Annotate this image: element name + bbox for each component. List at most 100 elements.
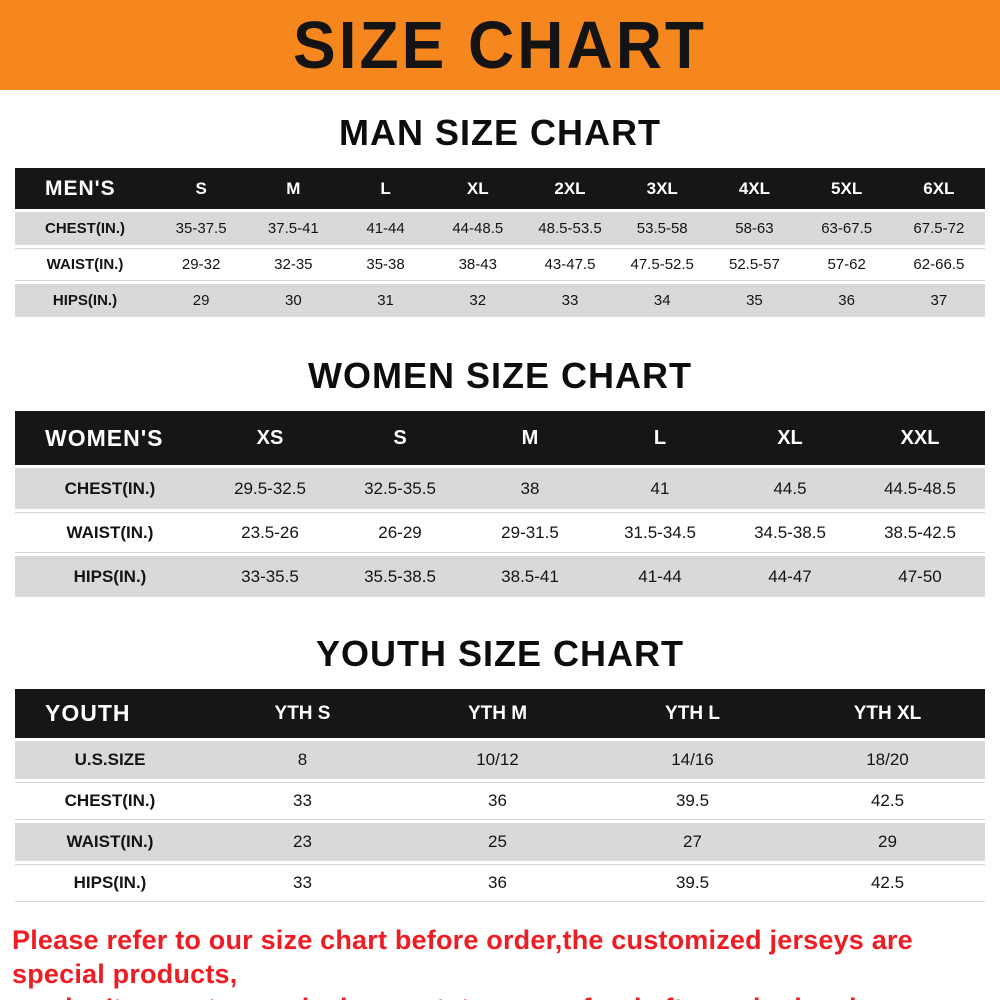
size-cell: 33	[293, 791, 312, 810]
row-label: WAIST(IN.)	[66, 832, 154, 851]
size-cell: 31.5-34.5	[624, 522, 696, 542]
size-cell: XL	[466, 178, 489, 198]
footer-disclaimer-line: Please refer to our size chart before or…	[12, 925, 913, 989]
table-row: CHEST(IN.) 29.5-32.5 32.5-35.5 38 41 44.5 44.5…	[15, 468, 985, 509]
table-row: U.S.SIZE 8 10/12 14/16 18/20	[15, 741, 985, 779]
table-header-row: MEN'S S M L XL 2XL 3XL 4XL 5XL 6XL	[15, 168, 985, 209]
size-cell: 37.5-41	[267, 220, 319, 237]
size-cell: YTH XL	[853, 702, 922, 724]
banner-title: SIZE CHART	[293, 7, 707, 83]
size-cell: 44.5	[773, 478, 807, 498]
size-cell: YTH L	[665, 702, 720, 724]
size-cell: 8	[297, 750, 308, 769]
size-cell: 3XL	[646, 178, 678, 198]
youth-section-heading: YOUTH SIZE CHART	[315, 633, 684, 674]
row-label: CHEST(IN.)	[64, 478, 156, 498]
size-cell: 62-66.5	[913, 256, 965, 273]
size-cell: 38	[520, 478, 540, 498]
size-cell: 47.5-52.5	[630, 256, 694, 273]
size-cell: 4XL	[738, 178, 771, 198]
table-row: WAIST(IN.) 23 25 27 29	[15, 823, 985, 861]
table-row: WAIST(IN.) 29-32 32-35 35-38 38-43 43-47.5 47.…	[15, 248, 985, 281]
size-cell: 63-67.5	[821, 220, 873, 237]
footer-disclaimer-line: we don't accept cancel, change, teturn o…	[12, 992, 990, 1000]
table-row: WAIST(IN.) 23.5-26 26-29 29-31.5 31.5-34.5 34…	[15, 512, 985, 553]
size-cell: 23.5-26	[241, 522, 299, 542]
size-cell: 53.5-58	[636, 220, 688, 237]
size-cell: 32-35	[274, 256, 313, 273]
size-cell: 6XL	[923, 178, 955, 198]
row-label: HIPS(IN.)	[73, 873, 147, 892]
size-cell: 44-48.5	[452, 220, 504, 237]
size-cell: M	[286, 178, 301, 198]
size-cell: 42.5	[870, 873, 905, 892]
men-section-heading: MAN SIZE CHART	[339, 112, 661, 153]
size-cell: 27	[683, 832, 702, 851]
size-cell: 2XL	[554, 178, 586, 198]
size-cell: S	[195, 178, 207, 198]
size-cell: 52.5-57	[728, 256, 780, 273]
size-cell: 39.5	[675, 873, 710, 892]
table-row: HIPS(IN.) 33 36 39.5 42.5	[15, 864, 985, 902]
size-cell: L	[653, 426, 667, 449]
size-cell: 57-62	[827, 256, 866, 273]
size-cell: 67.5-72	[913, 220, 965, 237]
size-cell: 37	[930, 292, 948, 309]
size-cell: 29	[878, 832, 897, 851]
women-size-table: WOMEN'S XS S M L XL XXL CHEST(IN.) 29.5-32.5 32.5…	[15, 411, 985, 597]
table-header-row: WOMEN'S XS S M L XL XXL	[15, 411, 985, 465]
size-cell: 35-37.5	[175, 220, 227, 237]
size-cell: 32	[469, 292, 487, 309]
men-size-table: MEN'S S M L XL 2XL 3XL 4XL 5XL 6XL CHEST(IN.) 35-37…	[15, 168, 985, 317]
size-cell: 41-44	[638, 566, 682, 586]
size-cell: S	[393, 426, 407, 449]
row-label: WAIST(IN.)	[66, 522, 154, 542]
size-cell: 38.5-41	[501, 566, 559, 586]
youth-section: YOUTH SIZE CHART YOUTH YTH S YTH M YTH L YTH…	[0, 633, 1000, 902]
size-cell: 41	[650, 478, 670, 498]
size-cell: 42.5	[870, 791, 905, 810]
footer-disclaimer: Please refer to our size chart before or…	[12, 924, 990, 1000]
size-cell: XL	[777, 426, 803, 449]
table-header-row: YOUTH YTH S YTH M YTH L YTH XL	[15, 689, 985, 738]
size-cell: 39.5	[675, 791, 710, 810]
size-cell: 33-35.5	[241, 566, 299, 586]
size-cell: 35.5-38.5	[364, 566, 436, 586]
size-cell: 33	[293, 873, 312, 892]
size-cell: 18/20	[866, 750, 909, 769]
size-cell: 38.5-42.5	[884, 522, 956, 542]
size-cell: 26-29	[378, 522, 422, 542]
row-label: CHEST(IN.)	[45, 220, 125, 237]
size-cell: 29-32	[181, 256, 221, 273]
size-cell: 31	[377, 292, 394, 309]
size-cell: 25	[488, 832, 507, 851]
size-cell: 35	[746, 292, 763, 309]
women-section-heading: WOMEN SIZE CHART	[308, 355, 692, 396]
size-cell: YTH S	[274, 702, 331, 724]
size-cell: 29.5-32.5	[234, 478, 306, 498]
size-cell: 36	[488, 873, 507, 892]
size-cell: 44.5-48.5	[884, 478, 956, 498]
size-cell: 34.5-38.5	[754, 522, 826, 542]
size-chart-banner: SIZE CHART	[0, 0, 1000, 90]
size-cell: 35-38	[366, 256, 405, 273]
row-label: U.S.SIZE	[74, 750, 146, 769]
row-label: WOMEN'S	[45, 424, 164, 451]
size-cell: XS	[256, 426, 284, 449]
row-label: HIPS(IN.)	[52, 292, 118, 309]
size-cell: 43-47.5	[544, 256, 596, 273]
size-cell: 38-43	[458, 256, 497, 273]
size-cell: 32.5-35.5	[364, 478, 436, 498]
men-section: MAN SIZE CHART MEN'S S M L XL 2XL 3XL 4XL 5XL 6XL…	[0, 112, 1000, 317]
row-label: YOUTH	[45, 700, 131, 726]
size-cell: XXL	[900, 426, 940, 449]
row-label: MEN'S	[45, 176, 116, 200]
size-cell: 33	[561, 292, 579, 309]
table-row: HIPS(IN.) 29 30 31 32 33 34 35 36 37	[15, 284, 985, 317]
size-cell: 29	[192, 292, 210, 309]
size-cell: YTH M	[467, 702, 528, 724]
size-cell: 23	[293, 832, 312, 851]
size-cell: 36	[488, 791, 507, 810]
youth-size-table: YOUTH YTH S YTH M YTH L YTH XL U.S.SIZE 8 10/12…	[15, 689, 985, 902]
size-cell: 41-44	[366, 220, 405, 237]
